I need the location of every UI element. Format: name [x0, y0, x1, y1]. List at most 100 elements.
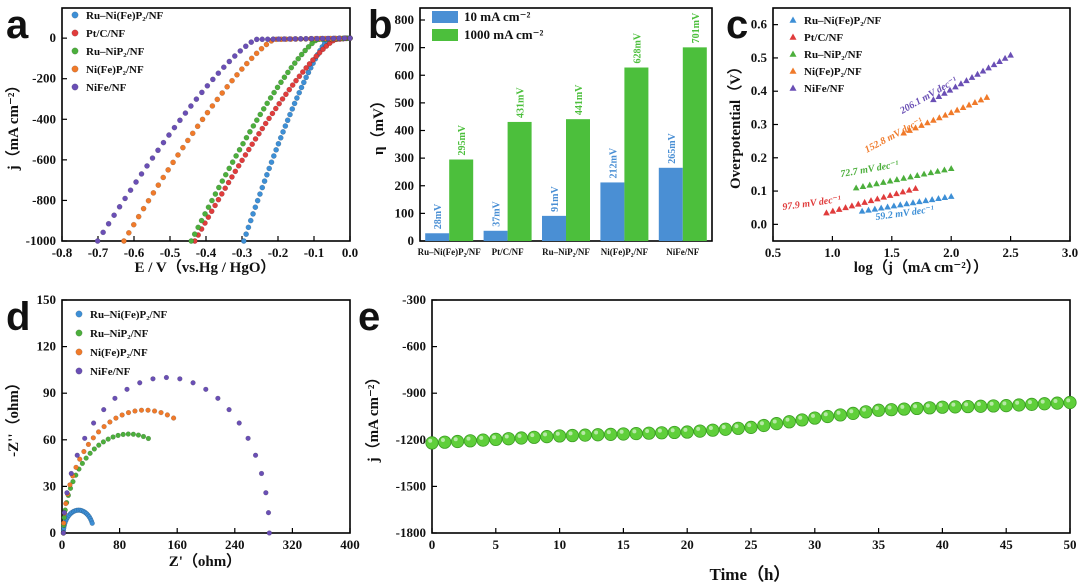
- stability-point-highlight: [874, 406, 879, 411]
- tafel-point-5: [957, 80, 965, 87]
- y-tick-label: 120: [37, 339, 57, 354]
- eis-point-3: [113, 415, 119, 421]
- y-tick-label: -600: [402, 339, 426, 354]
- legend-marker: [71, 47, 79, 55]
- legend-entry: Ru–NiP₂/NF: [804, 49, 863, 61]
- stability-point: [1037, 397, 1052, 411]
- bar-value-label: 701mV: [691, 12, 702, 43]
- lsv-point-4: [155, 182, 162, 188]
- y-tick-label: 0: [50, 30, 57, 45]
- stability-point-highlight: [1015, 400, 1020, 405]
- eis-point-4: [263, 490, 269, 496]
- bar-value-label: 431mV: [516, 87, 527, 118]
- legend-marker: [789, 16, 797, 23]
- eis-point-2: [120, 431, 126, 438]
- panel-label-e: e: [358, 295, 380, 339]
- lsv-point-4: [175, 152, 181, 158]
- lsv-point-3: [274, 84, 281, 91]
- stability-point-highlight: [555, 431, 560, 436]
- lsv-point-4: [243, 60, 250, 67]
- eis-point-3: [151, 408, 158, 414]
- tafel-point-3: [859, 183, 867, 190]
- stability-point-highlight: [785, 417, 790, 422]
- y-tick-label: 700: [395, 40, 415, 55]
- eis-point-2: [140, 433, 147, 440]
- lsv-point-5: [297, 35, 304, 42]
- stability-point-highlight: [938, 402, 943, 407]
- y-tick-label: 0.2: [751, 150, 767, 165]
- stability-point: [680, 425, 694, 439]
- stability-point: [986, 399, 1001, 413]
- tafel-point-1: [916, 198, 923, 205]
- y-tick-label: 150: [37, 292, 57, 307]
- eis-point-2: [135, 432, 142, 438]
- lsv-point-2: [218, 191, 225, 197]
- x-axis-label: E / V（vs.Hg / HgO）: [135, 258, 276, 276]
- tafel-point-3: [880, 178, 887, 185]
- stability-point-highlight: [811, 413, 815, 418]
- x-tick-label: -0.2: [268, 245, 289, 260]
- legend-entry: Ni(Fe)P₂/NF: [86, 64, 144, 76]
- y-tick-label: 0.5: [751, 50, 768, 65]
- x-tick-label: -0.1: [304, 245, 325, 260]
- stability-point-highlight: [836, 410, 841, 415]
- eis-point-4: [61, 510, 67, 516]
- lsv-point-5: [116, 203, 123, 210]
- tafel-point-4: [947, 109, 955, 116]
- lsv-point-5: [149, 155, 156, 161]
- stability-point-highlight: [645, 428, 650, 433]
- stability-point: [846, 406, 860, 420]
- stability-point: [897, 402, 911, 416]
- stability-point: [1012, 398, 1026, 412]
- category-label: NiFe/NF: [666, 247, 699, 257]
- stability-point-highlight: [708, 425, 713, 430]
- lsv-point-4: [194, 123, 201, 130]
- legend-entry: Ni(Fe)P₂/NF: [804, 66, 862, 78]
- x-tick-label: 400: [340, 537, 360, 552]
- x-axis-label: log（j（mA cm⁻²））: [854, 258, 988, 276]
- lsv-point-3: [253, 117, 260, 123]
- lsv-point-5: [336, 35, 342, 42]
- y-tick-label: -600: [32, 152, 56, 167]
- legend-entry: Ru–Ni(Fe)P₂/NF: [804, 15, 882, 27]
- stability-point-highlight: [964, 402, 969, 407]
- stability-point: [795, 413, 809, 427]
- eis-point-3: [77, 456, 83, 462]
- tafel-point-4: [941, 111, 949, 118]
- panel-label-b: b: [368, 3, 392, 47]
- eis-point-3: [95, 429, 102, 435]
- lsv-point-5: [231, 53, 238, 59]
- bar-10mA: [425, 233, 450, 241]
- lsv-point-5: [248, 39, 255, 45]
- lsv-point-3: [209, 197, 215, 204]
- lsv-point-2: [286, 86, 293, 93]
- tafel-point-4: [953, 106, 961, 113]
- bar-value-label: 441mV: [574, 84, 585, 115]
- eis-point-2: [70, 478, 76, 485]
- stability-point: [871, 403, 886, 417]
- tafel-point-2: [854, 200, 862, 207]
- stability-point-highlight: [1027, 400, 1032, 405]
- x-axis-label: Time（h）: [710, 564, 791, 584]
- tafel-point-1: [941, 194, 949, 200]
- lsv-point-4: [253, 50, 260, 57]
- category-label: Ru–Ni(Fe)P₂/NF: [418, 247, 482, 257]
- y-tick-label: 400: [395, 123, 415, 138]
- tafel-point-2: [880, 193, 888, 200]
- bar-value-label: 295mV: [457, 124, 468, 155]
- tafel-point-5: [963, 77, 970, 84]
- legend-marker: [71, 65, 79, 73]
- stability-point: [450, 434, 465, 449]
- lsv-point-2: [272, 105, 279, 112]
- stability-point-highlight: [517, 433, 522, 438]
- stability-point: [1050, 396, 1064, 410]
- lsv-point-5: [341, 35, 348, 42]
- y-axis-label: j（mA cm⁻²）: [364, 370, 382, 464]
- tafel-point-5: [946, 86, 954, 93]
- bar-1000mA: [624, 67, 649, 241]
- y-axis-label: Overpotential（V）: [726, 59, 744, 189]
- bar-1000mA: [682, 47, 707, 241]
- panel-b: 0 100 200 300 400 500 600 700 800 η（mV） b Ru–Ni(Fe)…: [368, 3, 713, 257]
- tafel-point-2: [823, 209, 830, 216]
